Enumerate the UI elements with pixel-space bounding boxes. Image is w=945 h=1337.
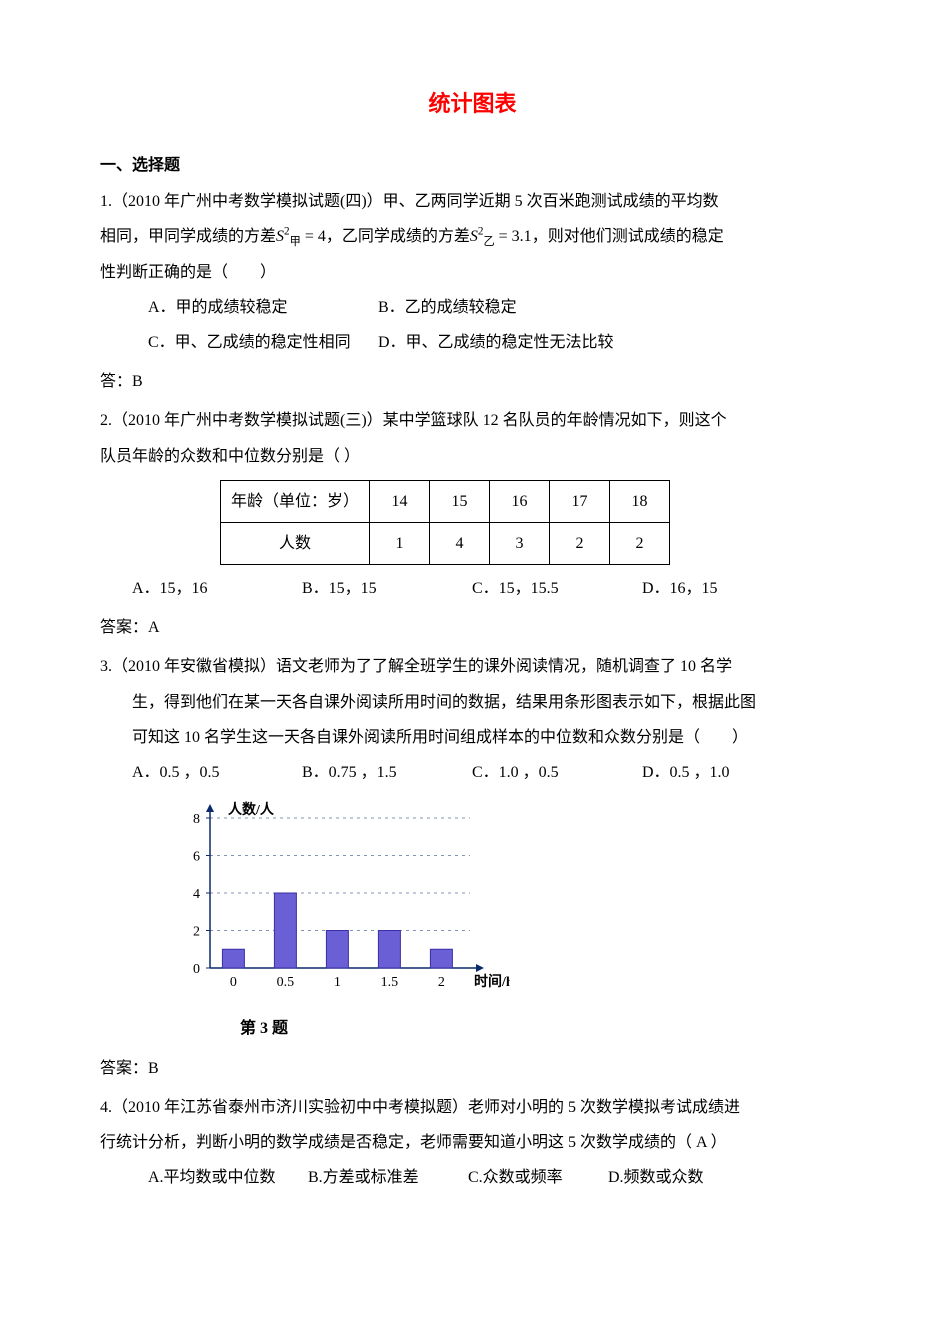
q4-opts: A.平均数或中位数 B.方差或标准差 C.众数或频率 D.频数或众数 (100, 1160, 845, 1195)
q1-var1-eq: = 4 (301, 228, 326, 245)
q1-optA: A．甲的成绩较稳定 (148, 290, 378, 325)
q1-var2-eq: = 3.1 (495, 228, 532, 245)
q3-opts: A．0.5 ，0.5 B．0.75 ，1.5 C．1.0 ，0.5 D．0.5 … (100, 755, 845, 790)
bar-chart-svg: 0 2 4 6 8 人数/人 0 0.5 1 1.5 2 时间/h (170, 798, 510, 998)
q2-opts: A．15，16 B．15，15 C．15，15.5 D．16，15 (100, 571, 845, 606)
q1-var1-s: S (276, 228, 284, 245)
q1-optD: D．甲、乙成绩的稳定性无法比较 (378, 325, 614, 360)
svg-text:4: 4 (193, 887, 200, 902)
q4-optA: A.平均数或中位数 (148, 1160, 308, 1195)
q1-text-c: ，则对他们测试成绩的稳定 (532, 228, 724, 245)
svg-text:1: 1 (334, 975, 341, 990)
td-r4: 2 (550, 522, 610, 564)
q1-text-a: 相同，甲同学成绩的方差 (100, 228, 276, 245)
svg-text:时间/h: 时间/h (474, 973, 510, 990)
q2-table: 年龄（单位：岁） 14 15 16 17 18 人数 1 4 3 2 2 (220, 480, 670, 565)
td-15: 15 (430, 480, 490, 522)
q2-optB: B．15，15 (302, 571, 472, 606)
q1-var1-sub: 甲 (290, 236, 301, 248)
q3-answer: 答案：B (100, 1051, 845, 1086)
th-age: 年龄（单位：岁） (221, 480, 370, 522)
q3-optA: A．0.5 ，0.5 (132, 755, 302, 790)
q4-optB: B.方差或标准差 (308, 1160, 468, 1195)
q2-optD: D．16，15 (642, 571, 812, 606)
th-count: 人数 (221, 522, 370, 564)
q1-var2-s: S (470, 228, 478, 245)
q2-optC: C．15，15.5 (472, 571, 642, 606)
td-r2: 4 (430, 522, 490, 564)
svg-text:8: 8 (193, 812, 200, 827)
svg-text:0.5: 0.5 (277, 975, 295, 990)
svg-text:2: 2 (438, 975, 445, 990)
q1-stem-line1: 1.（2010 年广州中考数学模拟试题(四)）甲、乙两同学近期 5 次百米跑测试… (100, 184, 845, 219)
table-row-count: 人数 1 4 3 2 2 (221, 522, 670, 564)
q3-optD: D．0.5 ，1.0 (642, 755, 812, 790)
q1-answer: 答：B (100, 364, 845, 399)
table-row-header: 年龄（单位：岁） 14 15 16 17 18 (221, 480, 670, 522)
td-r5: 2 (610, 522, 670, 564)
q1-optB: B．乙的成绩较稳定 (378, 290, 608, 325)
q3-stem-line2: 生，得到他们在某一天各自课外阅读所用时间的数据，结果用条形图表示如下，根据此图 (100, 685, 845, 720)
section-header: 一、选择题 (100, 148, 845, 183)
td-r1: 1 (370, 522, 430, 564)
q2-purple-text: 某中学篮球队 12 名队员的年龄情况如下，则这个 (383, 412, 727, 429)
page-title: 统计图表 (100, 80, 845, 128)
q3-stem-line3: 可知这 10 名学生这一天各自课外阅读所用时间组成样本的中位数和众数分别是（ ） (100, 720, 845, 755)
q4-optC: C.众数或频率 (468, 1160, 608, 1195)
q3-optC: C．1.0 ，0.5 (472, 755, 642, 790)
q1-opts-row2: C．甲、乙成绩的稳定性相同 D．甲、乙成绩的稳定性无法比较 (100, 325, 845, 360)
q4-stem-line2: 行统计分析，判断小明的数学成绩是否稳定，老师需要知道小明这 5 次数学成绩的（ … (100, 1125, 845, 1160)
q1-optC: C．甲、乙成绩的稳定性相同 (148, 325, 378, 360)
td-r3: 3 (490, 522, 550, 564)
q1-var2-sub: 乙 (483, 236, 494, 248)
q1-stem-line3: 性判断正确的是（ ） (100, 255, 845, 290)
q2-answer: 答案：A (100, 610, 845, 645)
svg-text:2: 2 (193, 925, 200, 940)
svg-text:0: 0 (193, 962, 200, 977)
td-18: 18 (610, 480, 670, 522)
q3-caption: 第 3 题 (100, 1011, 845, 1046)
q1-stem-line2: 相同，甲同学成绩的方差S2甲 = 4，乙同学成绩的方差S2乙 = 3.1，则对他… (100, 219, 845, 255)
q2-stem-line2: 队员年龄的众数和中位数分别是（ ） (100, 439, 845, 474)
q3-optB: B．0.75 ，1.5 (302, 755, 472, 790)
q2-prefix: 2.（2010 年广州中考数学模拟试题(三)） (100, 412, 383, 429)
td-17: 17 (550, 480, 610, 522)
svg-text:0: 0 (230, 975, 237, 990)
td-14: 14 (370, 480, 430, 522)
q4-optD: D.频数或众数 (608, 1160, 748, 1195)
q1-text-b: ，乙同学成绩的方差 (326, 228, 470, 245)
svg-text:6: 6 (193, 850, 200, 865)
q4-stem-line1: 4.（2010 年江苏省泰州市济川实验初中中考模拟题）老师对小明的 5 次数学模… (100, 1090, 845, 1125)
td-16: 16 (490, 480, 550, 522)
q1-opts-row1: A．甲的成绩较稳定 B．乙的成绩较稳定 (100, 290, 845, 325)
q2-optA: A．15，16 (132, 571, 302, 606)
q3-chart: 0 2 4 6 8 人数/人 0 0.5 1 1.5 2 时间/h (170, 798, 845, 1011)
svg-text:人数/人: 人数/人 (228, 801, 275, 818)
svg-text:1.5: 1.5 (381, 975, 399, 990)
q3-stem-line1: 3.（2010 年安徽省模拟）语文老师为了了解全班学生的课外阅读情况，随机调查了… (100, 649, 845, 684)
q2-stem-line1: 2.（2010 年广州中考数学模拟试题(三)）某中学篮球队 12 名队员的年龄情… (100, 403, 845, 438)
